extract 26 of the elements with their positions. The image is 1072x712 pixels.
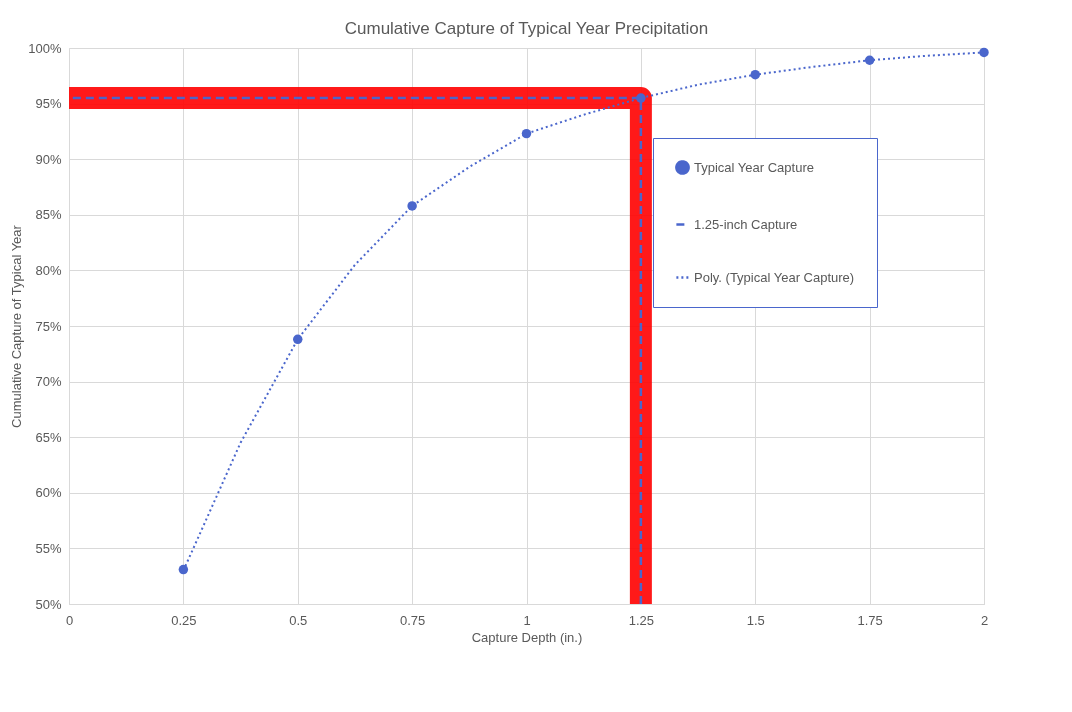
x-axis-title: Capture Depth (in.) (471, 629, 583, 645)
x-tick-label: 2 (980, 612, 989, 628)
y-tick-label: 85% (35, 207, 62, 223)
x-tick-label: 1.5 (746, 612, 765, 628)
y-axis-title: Cumulative Capture of Typical Year (9, 224, 25, 428)
y-tick-label: 75% (35, 318, 62, 334)
y-tick-label: 90% (35, 151, 62, 167)
x-tick-label: 0.75 (399, 612, 426, 628)
x-tick-label: 1.75 (857, 612, 883, 628)
legend-label: 1.25-inch Capture (694, 216, 798, 232)
y-tick-label: 80% (35, 262, 62, 278)
y-tick-label: 95% (35, 96, 62, 112)
chart-title: Cumulative Capture of Typical Year Precipitation (344, 19, 709, 38)
x-tick-label: 1 (523, 612, 531, 628)
x-tick-label: 0.25 (171, 612, 197, 628)
legend-label: Poly. (Typical Year Capture) (694, 269, 855, 285)
y-tick-label: 50% (35, 596, 62, 612)
x-tick-label: 0 (65, 612, 74, 628)
y-tick-label: 65% (35, 429, 62, 445)
y-tick-label: 55% (35, 540, 62, 556)
x-tick-label: 0.5 (289, 612, 308, 628)
x-tick-label: 1.25 (628, 612, 655, 628)
legend-label: Typical Year Capture (694, 159, 814, 175)
y-tick-label: 60% (35, 485, 62, 501)
y-tick-label: 70% (35, 374, 62, 390)
y-tick-label: 100% (28, 40, 62, 56)
